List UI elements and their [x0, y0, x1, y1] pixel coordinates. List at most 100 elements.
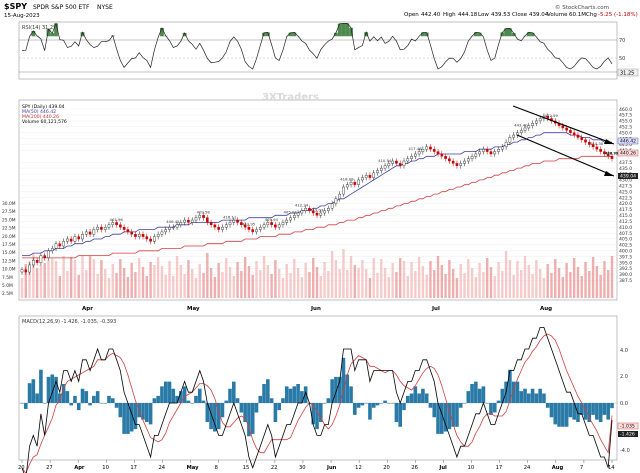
upper-channel-line [512, 105, 615, 145]
volume-bar [346, 270, 349, 298]
macd-histogram-bar [145, 403, 149, 423]
volume-bar [565, 263, 568, 298]
volume-tick-label: 30.0M [2, 201, 16, 207]
price-tick-label: 417.5 [619, 207, 632, 213]
macd-histogram-bar [273, 403, 278, 423]
macd-histogram-bar [462, 403, 467, 404]
volume-bar [504, 251, 508, 298]
price-tick-label: 460.0 [619, 107, 632, 113]
volume-bar [493, 276, 496, 298]
volume-bar [247, 266, 251, 298]
open-label: Open [404, 12, 419, 18]
price-candle [364, 172, 368, 181]
price-candle [478, 148, 481, 157]
volume-bar [58, 276, 62, 298]
macd-histogram-bar [379, 403, 384, 404]
ma50-last-label: 446.42 [620, 139, 636, 145]
month-axis: Apr May Jun Jul Aug [82, 306, 552, 312]
price-annotation: 409.94 [265, 217, 279, 222]
volume-bar [81, 255, 84, 298]
price-annotation: 443.40 [514, 122, 528, 127]
macd-histogram-bar [114, 403, 119, 408]
rsi-panel: RSI(14) 31.25 70 50 31.25 [18, 21, 639, 80]
macd-histogram-bar [500, 388, 505, 403]
macd-histogram-bar [345, 374, 350, 403]
macd-histogram-bar [269, 398, 274, 403]
price-candle [262, 221, 266, 230]
volume-bar [334, 260, 338, 298]
price-candle [145, 233, 149, 242]
price-candle [247, 224, 251, 233]
price-candle [376, 167, 379, 176]
price-tick-label: 387.5 [619, 278, 632, 284]
price-tick-label: 437.5 [619, 160, 632, 166]
rsi-overbought-area [500, 32, 505, 37]
volume-bar [187, 260, 190, 298]
price-candle [255, 226, 258, 235]
price-candle [202, 212, 205, 221]
price-candle [482, 146, 485, 155]
volume-bar [240, 271, 243, 298]
macd-histogram-bar [133, 403, 138, 430]
volume-bar [228, 267, 232, 298]
price-candle [493, 148, 497, 157]
date-tick-label: 7 [580, 465, 583, 471]
macd-histogram-bar [424, 393, 429, 403]
volume-bar [569, 272, 572, 298]
macd-histogram-bar [148, 403, 153, 425]
month-may: May [187, 306, 200, 312]
macd-histogram-bar [318, 403, 323, 423]
macd-histogram-bar [447, 403, 452, 430]
macd-main-label: -1.426 [620, 432, 635, 438]
price-annotation: 417.48 [408, 146, 422, 151]
price-candle [512, 132, 515, 141]
volume-bar [433, 270, 436, 298]
macd-histogram-bar [526, 393, 531, 403]
rsi-overbought-area [54, 23, 58, 37]
rsi-overbought-area [80, 32, 85, 37]
volume-bar [417, 257, 421, 298]
price-candle [572, 129, 576, 138]
rsi-overbought-area [292, 32, 297, 37]
price-candle [66, 236, 69, 245]
macd-histogram-bar [95, 391, 100, 403]
macd-frame [18, 315, 618, 461]
price-candle [224, 221, 228, 230]
macd-histogram-bar [65, 391, 70, 403]
price-candle [300, 207, 304, 216]
price-candle [164, 226, 168, 235]
volume-bar [470, 268, 474, 298]
price-candle [379, 165, 383, 174]
volume-bar [296, 268, 300, 298]
price-annotation: 446.92 [605, 151, 619, 156]
macd-histogram-bar [341, 357, 346, 403]
price-candle [527, 122, 531, 131]
price-tick-label: 425.0 [619, 189, 632, 195]
macd-histogram-bar [390, 403, 395, 404]
volume-bar [591, 257, 595, 298]
macd-legend: MACD(12,26,9) -1.426, -1.035, -0.393 [22, 319, 116, 325]
volume-tick-label: 2.5M [2, 291, 13, 297]
rsi-overbought-area [265, 32, 270, 37]
volume-bar [190, 269, 194, 298]
volume-bar [588, 271, 591, 298]
macd-histogram-bar [421, 388, 425, 403]
volume-bar [122, 268, 126, 298]
price-candle [232, 217, 236, 226]
macd-histogram-bar [42, 403, 47, 404]
macd-histogram-bar [69, 403, 73, 406]
price-candle [338, 191, 341, 202]
volume-bar [527, 265, 530, 298]
price-candle [54, 240, 58, 252]
volume-tick-label: 12.5M [2, 258, 16, 264]
month-aug: Aug [540, 306, 552, 312]
close-label: Close [512, 12, 528, 18]
price-tick-label: 445.0 [619, 142, 632, 148]
volume-bar [580, 276, 583, 298]
macd-histogram-bar [137, 403, 142, 418]
volume-bar [43, 263, 46, 298]
rsi-overbought-area [420, 32, 425, 37]
price-candle [323, 207, 326, 216]
volume-bar [372, 258, 375, 298]
date-tick-label: May [187, 465, 200, 471]
